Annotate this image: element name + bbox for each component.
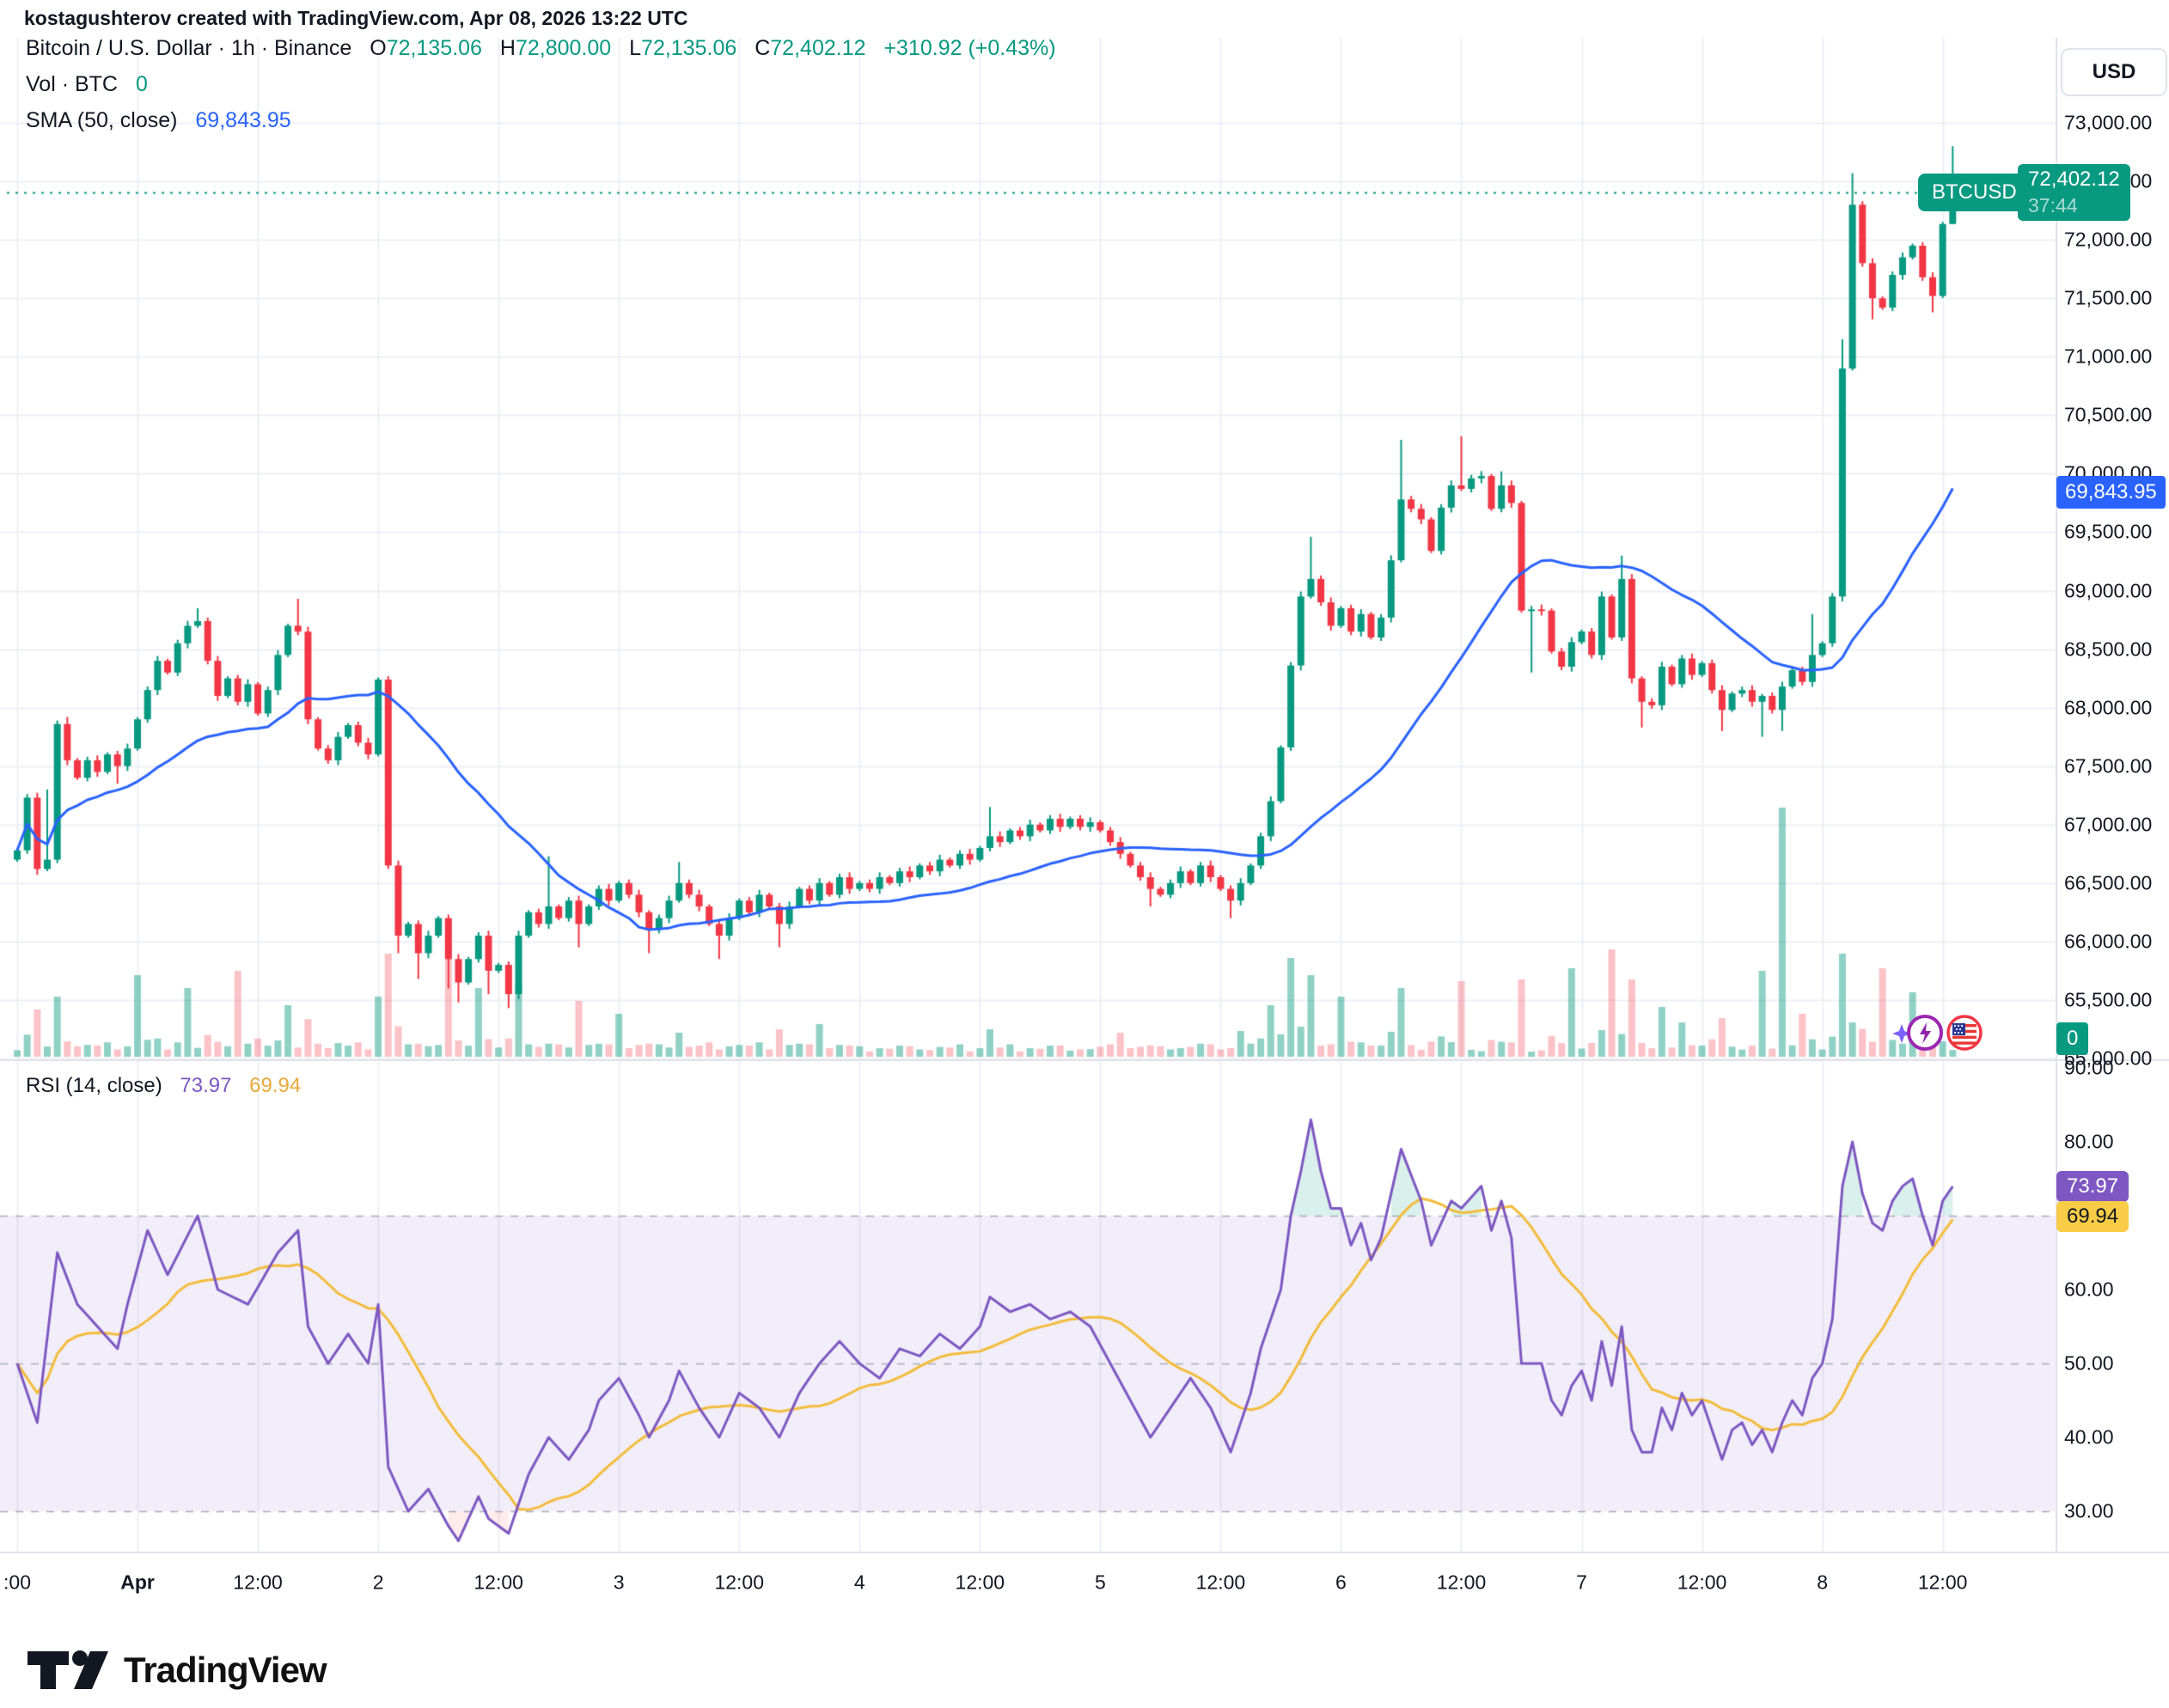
time-axis-label: 12:00	[1195, 1571, 1246, 1594]
sparkle-icon	[1892, 1024, 1911, 1043]
ohlc-close-value: 72,402.12	[770, 36, 866, 60]
time-axis-label: 5	[1094, 1571, 1106, 1594]
attribution-text: kostagushterov created with TradingView.…	[24, 7, 688, 29]
rsi-axis-badge: 73.97	[2056, 1170, 2129, 1202]
supercharts-lightning-icon[interactable]	[1887, 1012, 1947, 1061]
time-axis-label: 12:00	[714, 1571, 765, 1594]
sma-legend-row[interactable]: SMA (50, close) 69,843.95	[26, 108, 291, 133]
tradingview-logo-text: TradingView	[124, 1650, 327, 1690]
ohlc-low-label: L	[629, 36, 642, 60]
ohlc-open-label: O	[370, 36, 387, 60]
pane-separator[interactable]	[0, 1059, 2169, 1061]
rsi-axis-label: 80.00	[2064, 1130, 2114, 1153]
time-axis-label: Apr	[120, 1571, 155, 1594]
volume-axis-badge: 0	[2056, 1022, 2089, 1055]
ohlc-high-value: 72,800.00	[515, 36, 612, 60]
price-axis-label: 72,000.00	[2064, 228, 2153, 251]
time-axis-label: 4	[853, 1571, 865, 1594]
time-axis-label: 12:00	[955, 1571, 1005, 1594]
rsi-label: RSI (14, close)	[26, 1074, 162, 1097]
price-axis-label: 66,500.00	[2064, 871, 2153, 894]
price-axis-border	[2056, 38, 2057, 1552]
price-axis-label: 70,500.00	[2064, 403, 2153, 426]
time-axis-label: :00	[3, 1571, 31, 1594]
time-axis-label: 12:00	[1436, 1571, 1487, 1594]
price-axis-label: 73,000.00	[2064, 111, 2153, 134]
ohlc-high-label: H	[499, 36, 516, 60]
rsi-axis-label: 90.00	[2064, 1056, 2114, 1079]
symbol-title[interactable]: Bitcoin / U.S. Dollar · 1h · Binance	[26, 36, 352, 60]
rsi-ma-axis-badge: 69.94	[2056, 1200, 2129, 1232]
price-axis-label: 69,500.00	[2064, 520, 2153, 543]
ohlc-low-value: 72,135.06	[641, 36, 737, 60]
price-axis-label: 67,000.00	[2064, 813, 2153, 836]
ohlc-open-value: 72,135.06	[386, 36, 482, 60]
price-axis-label: 66,000.00	[2064, 930, 2153, 953]
tradingview-logo[interactable]: TradingView	[26, 1648, 327, 1693]
rsi-axis-label: 60.00	[2064, 1278, 2114, 1301]
time-axis-label: 12:00	[1677, 1571, 1727, 1594]
symbol-legend-row[interactable]: Bitcoin / U.S. Dollar · 1h · Binance O72…	[26, 36, 1056, 61]
time-axis-label: 2	[372, 1571, 384, 1594]
rsi-axis-label: 50.00	[2064, 1351, 2114, 1375]
volume-legend-row[interactable]: Vol · BTC 0	[26, 72, 148, 97]
time-axis-label: 12:00	[1917, 1571, 1968, 1594]
price-axis-label: 71,500.00	[2064, 286, 2153, 309]
rsi-ma-value: 69.94	[249, 1074, 302, 1097]
time-axis-label: 12:00	[233, 1571, 283, 1594]
time-axis-label: 3	[613, 1571, 625, 1594]
rsi-value: 73.97	[180, 1074, 232, 1097]
rsi-legend-row[interactable]: RSI (14, close) 73.97 69.94	[26, 1074, 301, 1098]
ohlc-close-label: C	[755, 36, 771, 60]
rsi-axis-label: 40.00	[2064, 1425, 2114, 1449]
price-axis-label: 69,000.00	[2064, 579, 2153, 601]
sma-axis-badge: 69,843.95	[2056, 475, 2166, 509]
rsi-axis-label: 30.00	[2064, 1499, 2114, 1522]
volume-value: 0	[135, 72, 148, 96]
currency-toggle-button[interactable]: USD	[2061, 48, 2167, 96]
price-axis-label: 68,500.00	[2064, 637, 2153, 661]
sma-value: 69,843.95	[195, 108, 291, 132]
us-flag-icon[interactable]	[1946, 1014, 1983, 1056]
time-axis-label: 12:00	[474, 1571, 523, 1594]
time-axis-label: 7	[1576, 1571, 1587, 1594]
tradingview-logo-mark	[27, 1650, 108, 1689]
candle-countdown: 37:44	[2028, 194, 2078, 217]
change-value: +310.92 (+0.43%)	[883, 36, 1056, 60]
symbol-price-pill: BTCUSD	[1918, 174, 2031, 212]
time-axis-label: 6	[1335, 1571, 1347, 1594]
price-axis-label: 71,000.00	[2064, 345, 2153, 368]
sma-label: SMA (50, close)	[26, 108, 178, 132]
price-axis-label: 65,500.00	[2064, 988, 2153, 1011]
price-axis-label: 68,000.00	[2064, 696, 2153, 719]
time-axis-border	[0, 1552, 2169, 1553]
price-axis-label: 67,500.00	[2064, 754, 2153, 778]
volume-label: Vol · BTC	[26, 72, 118, 96]
time-axis-label: 8	[1817, 1571, 1828, 1594]
last-price-badge: 72,402.12 37:44	[2018, 164, 2130, 222]
